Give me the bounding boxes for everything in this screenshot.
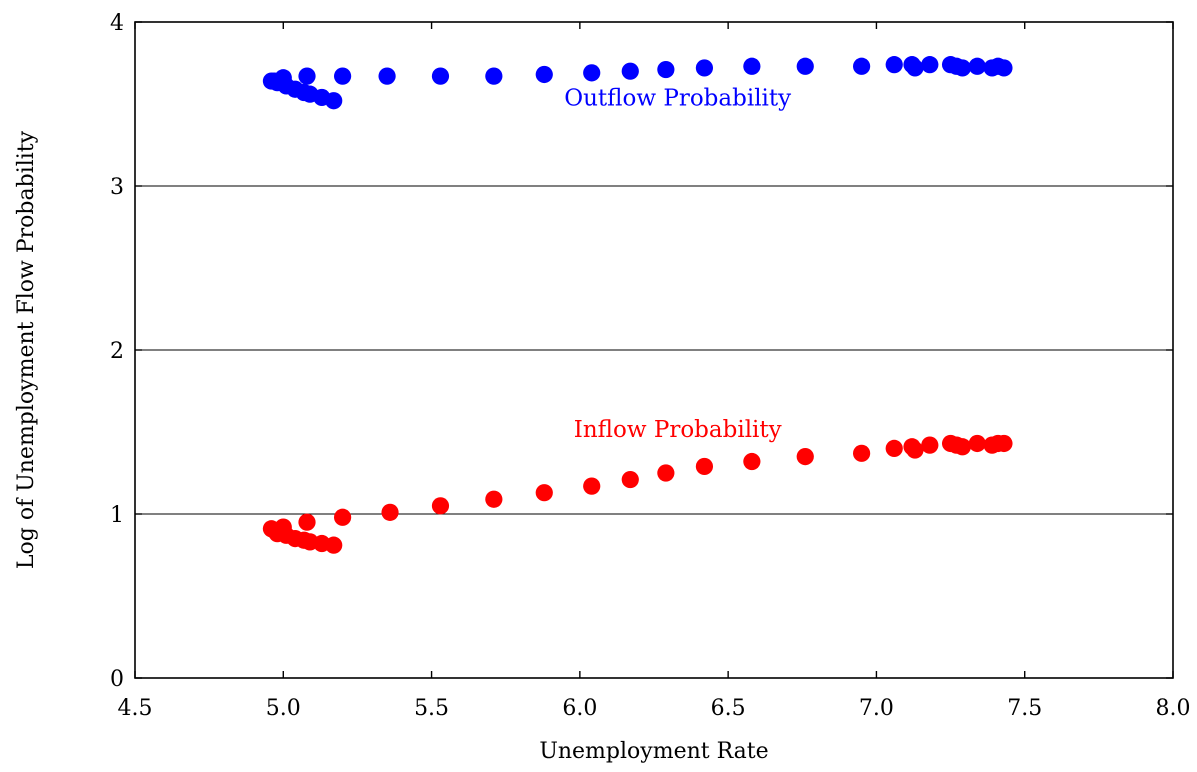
x-axis-label: Unemployment Rate [539,739,768,764]
inflow-point [334,508,352,526]
inflow-point [995,434,1013,453]
x-tick-label: 6.0 [562,696,597,721]
inflow-point [325,536,343,554]
inflow-point [583,477,601,495]
inflow-point [906,441,924,459]
x-tick-label: 6.5 [711,696,746,721]
x-tick-label: 5.0 [266,696,301,721]
x-tick-label: 7.5 [1007,696,1042,721]
outflow-point [334,67,352,85]
outflow-point [535,65,553,84]
inflow-point [298,513,316,531]
inflow-point [953,438,972,456]
x-tick-label: 7.0 [859,696,894,721]
inflow-point [621,470,639,489]
y-axis-label: Log of Unemployment Flow Probability [14,130,39,569]
data-points [262,56,1013,554]
outflow-point [583,64,601,82]
y-tick-label: 2 [110,339,124,364]
inflow-point [381,503,399,521]
outflow-point [485,67,503,85]
outflow-point [796,57,814,75]
inflow-point [535,484,553,502]
inflow-point [796,448,814,466]
outflow-series-label: Outflow Probability [564,86,791,112]
inflow-point [743,452,761,471]
outflow-point [885,56,903,74]
outflow-point [325,92,343,110]
axis-ticks: 0 1 2 3 4 4.5 5.0 5.5 6.0 6.5 7.0 7.5 8.0 [110,11,1191,721]
grid-lines [135,185,1173,515]
outflow-point [695,59,714,77]
y-tick-label: 3 [110,175,124,200]
inflow-point [485,490,503,508]
x-tick-label: 4.5 [118,696,153,721]
outflow-point [621,62,639,80]
outflow-point [298,67,316,85]
inflow-point [968,434,986,453]
outflow-point [995,59,1013,77]
outflow-point [657,60,675,79]
outflow-point [378,67,396,85]
inflow-point [431,497,450,515]
outflow-point [743,57,761,75]
outflow-point [853,57,871,75]
inflow-point [853,444,871,462]
outflow-point [953,59,972,77]
x-tick-label: 8.0 [1156,696,1191,721]
inflow-point [885,439,903,457]
y-tick-label: 0 [110,667,124,692]
y-tick-label: 4 [110,11,124,36]
outflow-point [921,56,939,74]
inflow-point [657,464,675,482]
x-tick-label: 5.5 [414,696,449,721]
outflow-point [906,59,924,77]
annotations: Outflow Probability Inflow Probability [564,86,791,443]
outflow-point [431,67,450,85]
inflow-point [695,457,714,476]
y-tick-label: 1 [110,503,124,528]
inflow-point [921,436,939,454]
inflow-series-label: Inflow Probability [574,417,782,443]
outflow-point [968,57,986,75]
